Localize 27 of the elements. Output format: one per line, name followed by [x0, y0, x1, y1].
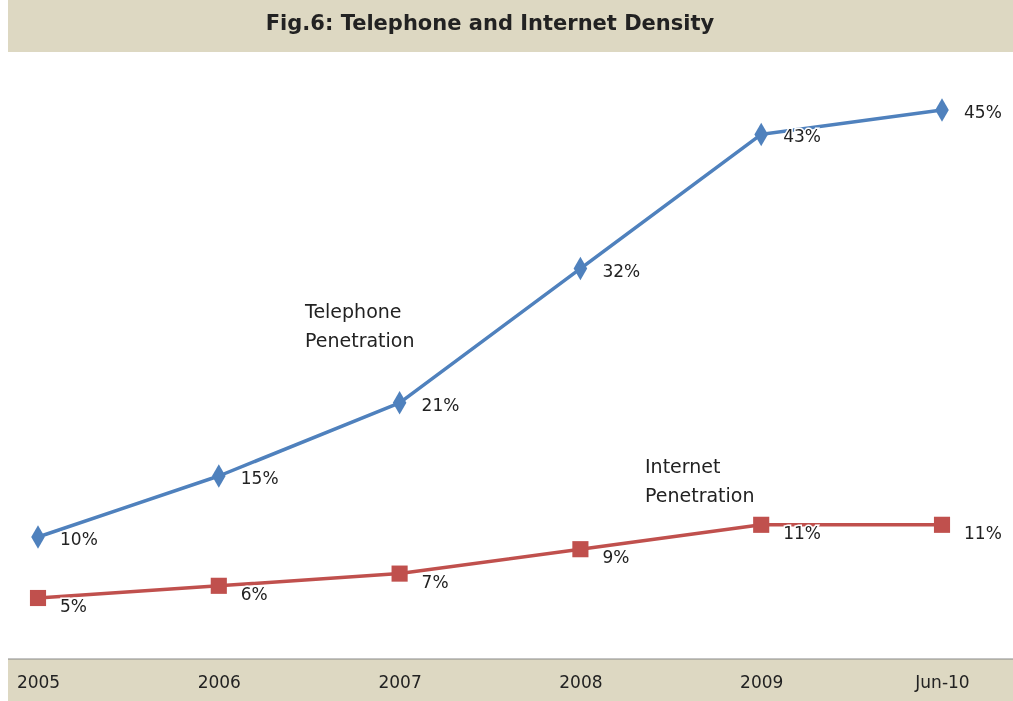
data-label: 15% [240, 468, 279, 488]
point [572, 541, 589, 558]
data-label: 7% [421, 571, 449, 592]
point [391, 565, 408, 582]
point [933, 516, 951, 533]
series-label: Internet Penetration [645, 455, 755, 506]
data-label: 43% [783, 126, 821, 147]
data-label: 11% [964, 522, 1002, 543]
point [210, 577, 227, 594]
x-tick-label: 2007 [378, 671, 422, 692]
data-label: 9% [602, 547, 630, 568]
x-tick-label: 2009 [740, 671, 784, 692]
x-tick-label: 2005 [16, 671, 61, 692]
data-label: 45% [964, 102, 1002, 122]
point [29, 589, 47, 607]
x-tick-label: 2008 [559, 671, 603, 692]
data-label: 6% [240, 583, 268, 604]
x-tick-label: 2006 [197, 671, 241, 692]
data-label: 32% [602, 260, 641, 281]
data-label: 21% [421, 394, 460, 415]
chart-title: Fig.6: Telephone and Internet Density [265, 11, 715, 35]
series-label: Telephone Penetration [304, 300, 415, 351]
x-tick-label: Jun-10 [914, 671, 970, 692]
data-label: 10% [60, 529, 98, 549]
data-label: 5% [60, 596, 87, 616]
point [753, 516, 770, 533]
data-label: 11% [783, 522, 821, 543]
